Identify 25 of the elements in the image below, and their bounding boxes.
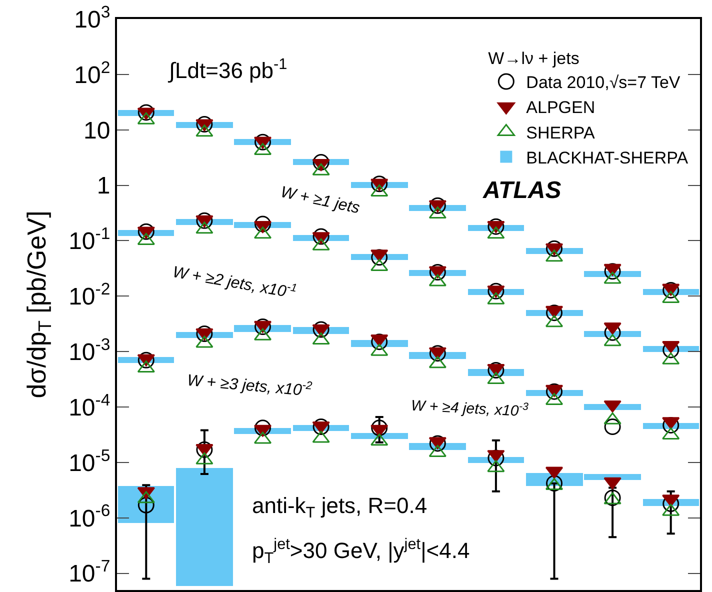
y-tick-label: 10$^{-4}$ <box>68 390 110 422</box>
legend-title: W→lν + jets <box>488 48 580 68</box>
y-tick-label: 10$^{3}$ <box>74 2 110 34</box>
annotation: W + ≥4 jets, x10$^{-3}$ <box>410 394 529 420</box>
legend-label: Data 2010,√s=7 TeV <box>526 73 681 92</box>
y-tick-label: 10$^{2}$ <box>74 58 110 89</box>
y-tick-label: 10 <box>83 117 110 144</box>
legend-label: SHERPA <box>526 123 596 142</box>
legend-label: ALPGEN <box>526 98 596 118</box>
annotation: W + ≥2 jets, x10$^{-1}$ <box>171 261 298 302</box>
y-tick-label: 10$^{-3}$ <box>68 334 110 366</box>
y-tick-label: 10$^{-2}$ <box>68 279 110 311</box>
annotation: W + ≥1 jets <box>279 184 362 218</box>
y-tick-label: 10$^{-1}$ <box>68 224 110 256</box>
annotation: p$_{T}$$^{jet}$>30 GeV, |y$^{jet}$|<4.4 <box>252 536 470 567</box>
y-tick-label: 10$^{-7}$ <box>68 556 110 588</box>
y-tick-label: 10$^{-6}$ <box>68 501 110 532</box>
y-tick-label: 1 <box>96 172 110 200</box>
annotation: anti-k$_{T}$ jets, R=0.4 <box>252 493 428 522</box>
y-tick-label: 10$^{-5}$ <box>68 446 110 477</box>
annotation: ∫Ldt=36 pb$^{-1}$ <box>167 56 288 84</box>
annotation: ATLAS <box>482 177 562 204</box>
annotation: W + ≥3 jets, x10$^{-2}$ <box>186 370 314 400</box>
legend-label: BLACKHAT-SHERPA <box>526 148 689 168</box>
bar <box>176 468 233 586</box>
